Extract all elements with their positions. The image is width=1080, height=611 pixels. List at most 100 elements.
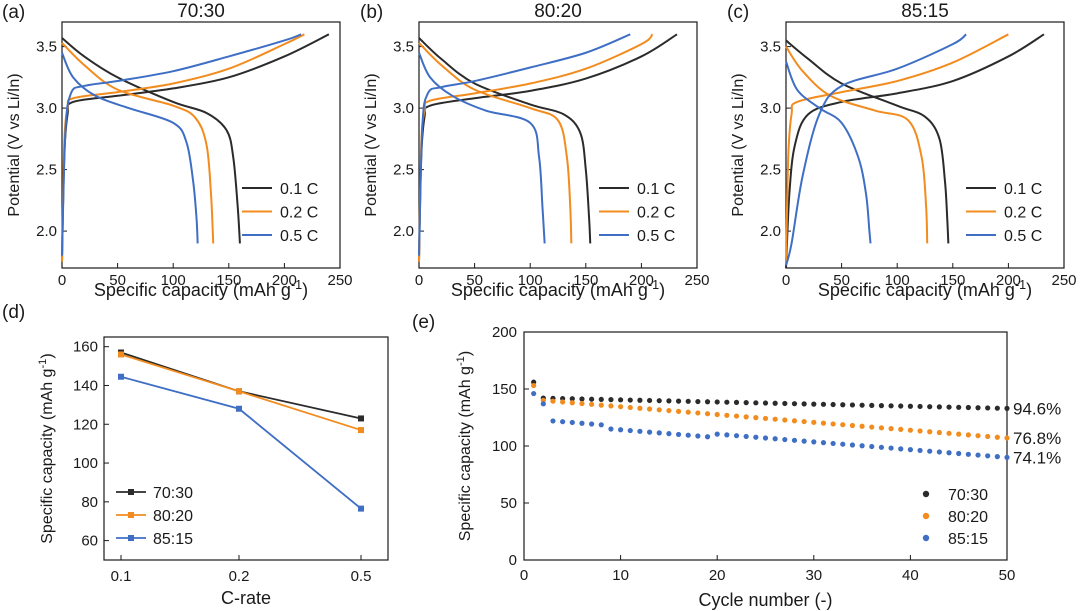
- cycle-point: [985, 405, 991, 411]
- cycle-point: [801, 401, 807, 407]
- cycle-point: [637, 397, 643, 403]
- cycle-point: [579, 400, 585, 407]
- plot-frame: [523, 331, 1008, 561]
- x-tick-label: 50: [833, 272, 850, 289]
- panel-title: 85:15: [901, 1, 949, 22]
- legend-label: 0.1 C: [637, 181, 675, 198]
- cycle-point: [637, 405, 643, 411]
- cycle-point: [849, 422, 856, 429]
- cycle-point: [627, 404, 633, 411]
- x-tick-label: 200: [629, 272, 654, 289]
- cycle-point: [869, 424, 875, 430]
- cycle-point: [704, 399, 711, 405]
- cycle-point: [743, 414, 749, 420]
- cycle-point: [646, 406, 653, 412]
- x-tick-label: 0.1: [111, 568, 132, 585]
- x-tick-label: 30: [805, 567, 822, 584]
- y-tick-label: 3.5: [393, 39, 414, 56]
- legend-label: 0.5 C: [637, 228, 675, 245]
- y-tick-label: 2.5: [393, 162, 414, 179]
- cycle-point: [801, 418, 807, 425]
- x-tick-label: 0: [415, 272, 423, 289]
- cycle-point: [917, 428, 923, 434]
- x-axis-label: Cycle number (-): [698, 590, 832, 610]
- cycle-point: [975, 405, 981, 411]
- cycle-point: [840, 402, 846, 408]
- rate-marker: [358, 415, 364, 422]
- retention-label: 94.6%: [1013, 399, 1061, 418]
- cycle-point: [618, 397, 624, 403]
- y-axis-label: Potential (V vs Li/In): [363, 73, 380, 216]
- x-axis-label: Specific capacity (mAh g-1): [94, 278, 308, 300]
- cycle-point: [936, 449, 942, 455]
- cycle-point: [772, 436, 778, 442]
- legend-label: 0.1 C: [1004, 181, 1042, 198]
- x-axis-label: Specific capacity (mAh g-1): [451, 278, 665, 300]
- legend-label: 0.2 C: [1004, 205, 1042, 222]
- cycle-point: [994, 434, 1000, 440]
- plot-frame: [61, 21, 341, 269]
- cycle-point: [869, 402, 875, 408]
- legend-label: 80:20: [153, 508, 193, 525]
- x-tick-label: 100: [518, 272, 543, 289]
- cycle-point: [849, 402, 856, 408]
- rate-marker: [118, 373, 124, 380]
- y-tick-label: 3.0: [393, 100, 414, 117]
- cycle-point: [840, 441, 846, 447]
- cycle-point: [898, 446, 904, 452]
- cycle-point: [907, 403, 914, 409]
- cycle-point: [714, 399, 720, 405]
- y-tick-label: 80: [81, 494, 98, 511]
- legend-label: 70:30: [153, 485, 193, 502]
- cycle-point: [1004, 405, 1010, 411]
- cycle-point: [762, 435, 769, 441]
- cycle-point: [598, 422, 604, 428]
- cycle-point: [666, 398, 672, 404]
- cycle-point: [772, 400, 778, 406]
- x-tick-label: 250: [1051, 272, 1076, 289]
- x-tick-label: 150: [216, 272, 241, 289]
- y-tick-label: 150: [492, 381, 517, 398]
- cycle-point: [888, 426, 894, 432]
- cycle-point: [685, 432, 691, 438]
- x-tick-label: 100: [161, 272, 186, 289]
- cycle-point: [637, 428, 643, 434]
- cycle-point: [608, 403, 614, 409]
- y-tick-label: 3.0: [36, 100, 57, 117]
- cycle-point: [820, 420, 827, 426]
- cycle-point: [569, 396, 575, 402]
- cycle-point: [743, 433, 749, 440]
- cycle-point: [685, 398, 691, 404]
- cycle-point: [589, 396, 595, 402]
- cycle-point: [956, 450, 962, 457]
- rate-marker: [236, 405, 242, 412]
- cycle-point: [675, 431, 682, 438]
- cycle-point: [695, 398, 701, 405]
- cycle-point: [946, 450, 952, 456]
- cycle-point: [531, 382, 537, 389]
- cycle-point: [878, 403, 885, 409]
- cycle-point: [540, 401, 546, 407]
- cycle-point: [946, 430, 952, 436]
- cycle-point: [656, 430, 662, 436]
- cycle-point: [878, 425, 885, 431]
- cycle-point: [956, 431, 962, 437]
- legend-marker: [128, 512, 134, 518]
- x-axis-label: C-rate: [221, 588, 271, 608]
- x-tick-label: 150: [573, 272, 598, 289]
- cycle-point: [598, 402, 604, 408]
- x-tick-label: 0.2: [229, 568, 250, 585]
- cycle-point: [859, 423, 865, 429]
- cycle-point: [975, 433, 981, 439]
- charge-curve: [785, 33, 967, 266]
- cycle-point: [695, 433, 701, 439]
- cycle-point: [627, 397, 633, 403]
- x-tick-label: 10: [612, 567, 629, 584]
- x-tick-label: 200: [996, 272, 1021, 289]
- legend-marker: [922, 512, 930, 520]
- discharge-curve: [61, 52, 199, 244]
- legend-label: 0.5 C: [280, 228, 318, 245]
- cycle-point: [840, 422, 846, 428]
- cycle-point: [811, 419, 817, 425]
